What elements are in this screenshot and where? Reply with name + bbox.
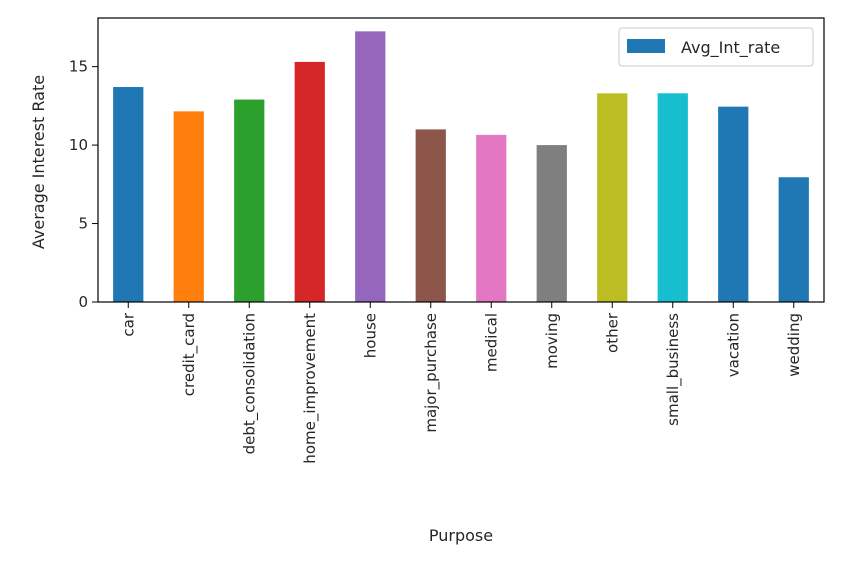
x-axis: car credit_card debt_consolidation home_imp… <box>119 302 803 464</box>
bar-home_improvement <box>294 61 325 302</box>
legend-swatch <box>627 39 665 53</box>
bar-car <box>113 87 144 303</box>
x-tick-label: wedding <box>785 313 803 377</box>
y-axis: 0 5 10 15 <box>69 58 98 311</box>
legend: Avg_Int_rate <box>618 27 814 67</box>
legend-label: Avg_Int_rate <box>681 38 780 58</box>
x-tick-label: moving <box>543 313 561 369</box>
bar-wedding <box>778 177 809 302</box>
x-tick-label: other <box>603 312 621 353</box>
bar-house <box>355 31 386 303</box>
y-axis-label: Average Interest Rate <box>29 75 48 249</box>
x-axis-label: Purpose <box>429 526 493 545</box>
bar-other <box>597 93 628 303</box>
bar-vacation <box>718 106 749 302</box>
x-tick-label: house <box>361 313 379 358</box>
x-tick-label: small_business <box>664 313 683 426</box>
bar-moving <box>536 145 567 302</box>
bar-credit_card <box>173 111 204 302</box>
plot-frame <box>97 17 825 303</box>
bar-major_purchase <box>415 129 446 302</box>
x-tick-label: car <box>119 312 137 336</box>
y-tick-label: 0 <box>78 293 88 311</box>
x-tick-label: debt_consolidation <box>240 313 259 454</box>
x-tick-label: vacation <box>724 313 742 377</box>
y-tick-label: 10 <box>69 136 88 154</box>
x-tick-label: home_improvement <box>301 313 320 464</box>
x-tick-label: medical <box>482 313 500 372</box>
x-tick-label: major_purchase <box>422 313 441 433</box>
y-tick-label: 15 <box>69 58 88 76</box>
legend-box <box>618 27 814 67</box>
x-tick-label: credit_card <box>180 313 199 396</box>
bar-debt_consolidation <box>234 99 265 303</box>
bars-group <box>113 31 809 303</box>
y-tick-label: 5 <box>78 215 88 233</box>
bar-small_business <box>657 93 688 303</box>
bar-medical <box>476 134 507 302</box>
